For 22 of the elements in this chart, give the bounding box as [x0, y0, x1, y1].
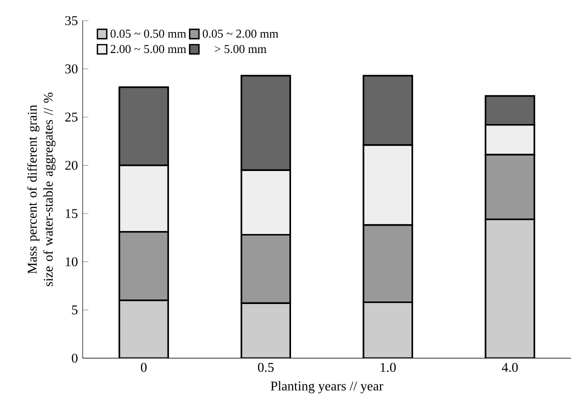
x-tick-label: 1.0: [380, 362, 396, 372]
bar: [362, 301, 414, 358]
y-tick-label: 25: [65, 112, 78, 122]
bar: [240, 302, 292, 358]
legend-label: 0.05 ~ 2.00 mm: [202, 30, 278, 38]
legend-label: 0.05 ~ 0.50 mm: [110, 30, 186, 38]
y-tick-label: 30: [65, 64, 78, 74]
x-tick-label: 0.5: [258, 362, 274, 372]
y-tick-label: 10: [66, 257, 78, 266]
y-tick-label: 20: [65, 160, 78, 170]
x-axis-title: Planting years // year: [270, 381, 384, 394]
y-tick-label: 15: [66, 208, 78, 218]
x-tick-label: 0: [140, 362, 147, 372]
bar: [484, 218, 536, 358]
y-tick-label: 35: [65, 16, 78, 26]
y-tick-label: 0: [72, 354, 78, 363]
y-tick-label: 5: [72, 305, 78, 314]
legend-label: > 5.00 mm: [214, 44, 266, 54]
y-axis-title: Mass percent of different grain size of water-stable aggregates // %: [27, 92, 56, 286]
legend-label: 2.00 ~ 5.00 mm: [110, 44, 186, 54]
bar: [118, 299, 169, 358]
x-tick-label: 4.0: [502, 362, 518, 372]
